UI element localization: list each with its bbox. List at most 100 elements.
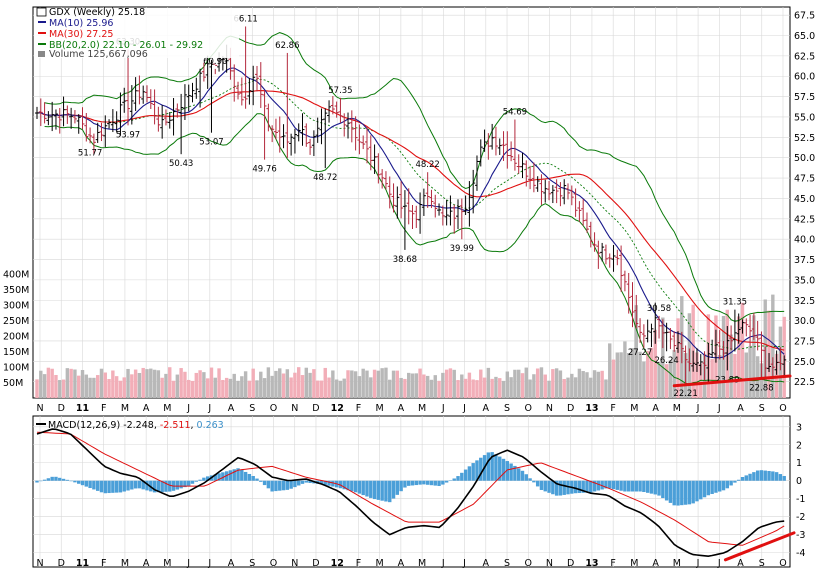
macd-histogram-bar — [122, 480, 126, 492]
volume-tick-label: 50M — [3, 378, 23, 389]
volume-bar — [759, 363, 764, 398]
price-bar — [80, 107, 85, 130]
macd-histogram-bar — [293, 480, 297, 488]
volume-bar — [365, 370, 369, 398]
price-bar — [270, 125, 275, 143]
price-bar — [239, 77, 244, 106]
price-x-label: D — [58, 403, 65, 414]
volume-bar — [554, 368, 559, 398]
volume-bar — [133, 369, 138, 398]
price-bar — [463, 195, 468, 215]
macd-histogram-bar — [539, 480, 544, 490]
volume-bar — [524, 367, 528, 398]
price-axis-labels: 22.5 25.0 27.5 30.0 32.5 35.0 37.5 40.0 42.5 45.0… — [794, 11, 815, 389]
price-bar — [273, 118, 278, 140]
volume-bar — [410, 373, 415, 398]
macd-histogram-bar — [164, 480, 168, 492]
price-bar — [691, 350, 696, 372]
price-x-label: A — [143, 403, 150, 414]
price-bar — [486, 133, 491, 160]
price-bar — [687, 348, 692, 372]
macd-histogram-bar — [187, 480, 191, 486]
price-x-label: S — [249, 403, 255, 414]
price-bar — [694, 348, 699, 372]
legend-ticker: GDX (Weekly) 25.18 — [49, 7, 145, 18]
price-bar — [528, 165, 533, 190]
price-bar — [588, 221, 593, 248]
price-bar — [569, 185, 574, 206]
price-x-label: J — [207, 403, 211, 414]
macd-histogram-bar — [183, 480, 187, 488]
price-bar — [232, 64, 237, 102]
volume-swatch — [38, 51, 45, 57]
macd-histogram-bar — [623, 480, 627, 492]
volume-bar — [327, 377, 331, 398]
volume-bar — [338, 380, 343, 398]
macd-histogram-bar — [403, 480, 407, 488]
price-bar — [300, 113, 305, 146]
price-bar — [767, 353, 772, 373]
price-annotation: 38.68 — [393, 255, 417, 265]
volume-tick-label: 100M — [3, 363, 29, 374]
volume-bar — [259, 371, 263, 398]
macd-line — [36, 428, 785, 558]
macd-histogram-bar — [168, 480, 172, 492]
macd-histogram-bar — [752, 472, 756, 481]
macd-histogram-bar — [774, 472, 779, 481]
macd-histogram-bar — [573, 480, 578, 494]
volume-bar — [190, 380, 195, 398]
macd-histogram-bar — [190, 480, 195, 484]
price-bar — [334, 101, 339, 118]
macd-histogram-bar — [114, 480, 119, 493]
legend-ma30: MA(30) 27.25 — [49, 29, 113, 40]
volume-bar — [733, 354, 737, 398]
volume-bar — [642, 361, 646, 398]
price-bar — [619, 245, 624, 292]
macd-histogram-bar — [243, 471, 248, 481]
volume-bar — [372, 369, 377, 398]
ticker-icon — [36, 7, 47, 17]
price-bar — [315, 117, 320, 143]
price-bar — [626, 272, 631, 314]
macd-histogram-bar — [399, 480, 403, 492]
volume-bar — [399, 377, 403, 398]
bb-upper-line — [44, 32, 785, 322]
macd-histogram-bar — [297, 480, 301, 486]
macd-histogram-bar — [547, 480, 551, 493]
macd-histogram-bar — [729, 480, 733, 486]
price-bar — [35, 106, 39, 120]
macd-histogram-bar — [532, 480, 536, 483]
legend-bb: BB(20,2.0) 22.10 - 26.01 - 29.92 — [49, 40, 203, 51]
macd-tick-label: -4 — [796, 548, 805, 559]
price-bar — [641, 324, 646, 348]
macd-histogram-bar — [585, 480, 589, 493]
price-bar — [782, 355, 787, 377]
price-x-label: F — [610, 403, 615, 414]
volume-bar — [748, 345, 752, 398]
price-bar — [72, 110, 77, 124]
volume-bar — [255, 380, 259, 398]
macd-x-label: S — [504, 558, 510, 569]
volume-bar — [441, 372, 445, 398]
volume-bar — [744, 352, 748, 398]
macd-x-label: 11 — [76, 558, 89, 569]
volume-bar — [729, 334, 733, 398]
price-bar — [190, 82, 195, 103]
price-bar — [482, 129, 487, 152]
price-bar — [448, 195, 453, 226]
price-bar — [46, 111, 51, 126]
macd-histogram-bar — [452, 478, 456, 481]
macd-x-label: N — [291, 558, 298, 569]
macd-axis-labels: 3 2 1 0 -1 -2 -3 -4 — [796, 422, 805, 559]
price-bar — [562, 179, 567, 205]
volume-bar — [380, 368, 384, 398]
macd-histogram-bar — [240, 469, 244, 481]
volume-bar — [376, 370, 381, 398]
volume-bar — [471, 379, 475, 398]
price-bar — [748, 314, 753, 347]
volume-bar — [111, 370, 115, 398]
macd-histogram-bar — [259, 480, 263, 482]
macd-histogram-bar — [194, 480, 199, 482]
macd-histogram-bar — [198, 479, 202, 481]
volume-bar — [657, 362, 661, 398]
